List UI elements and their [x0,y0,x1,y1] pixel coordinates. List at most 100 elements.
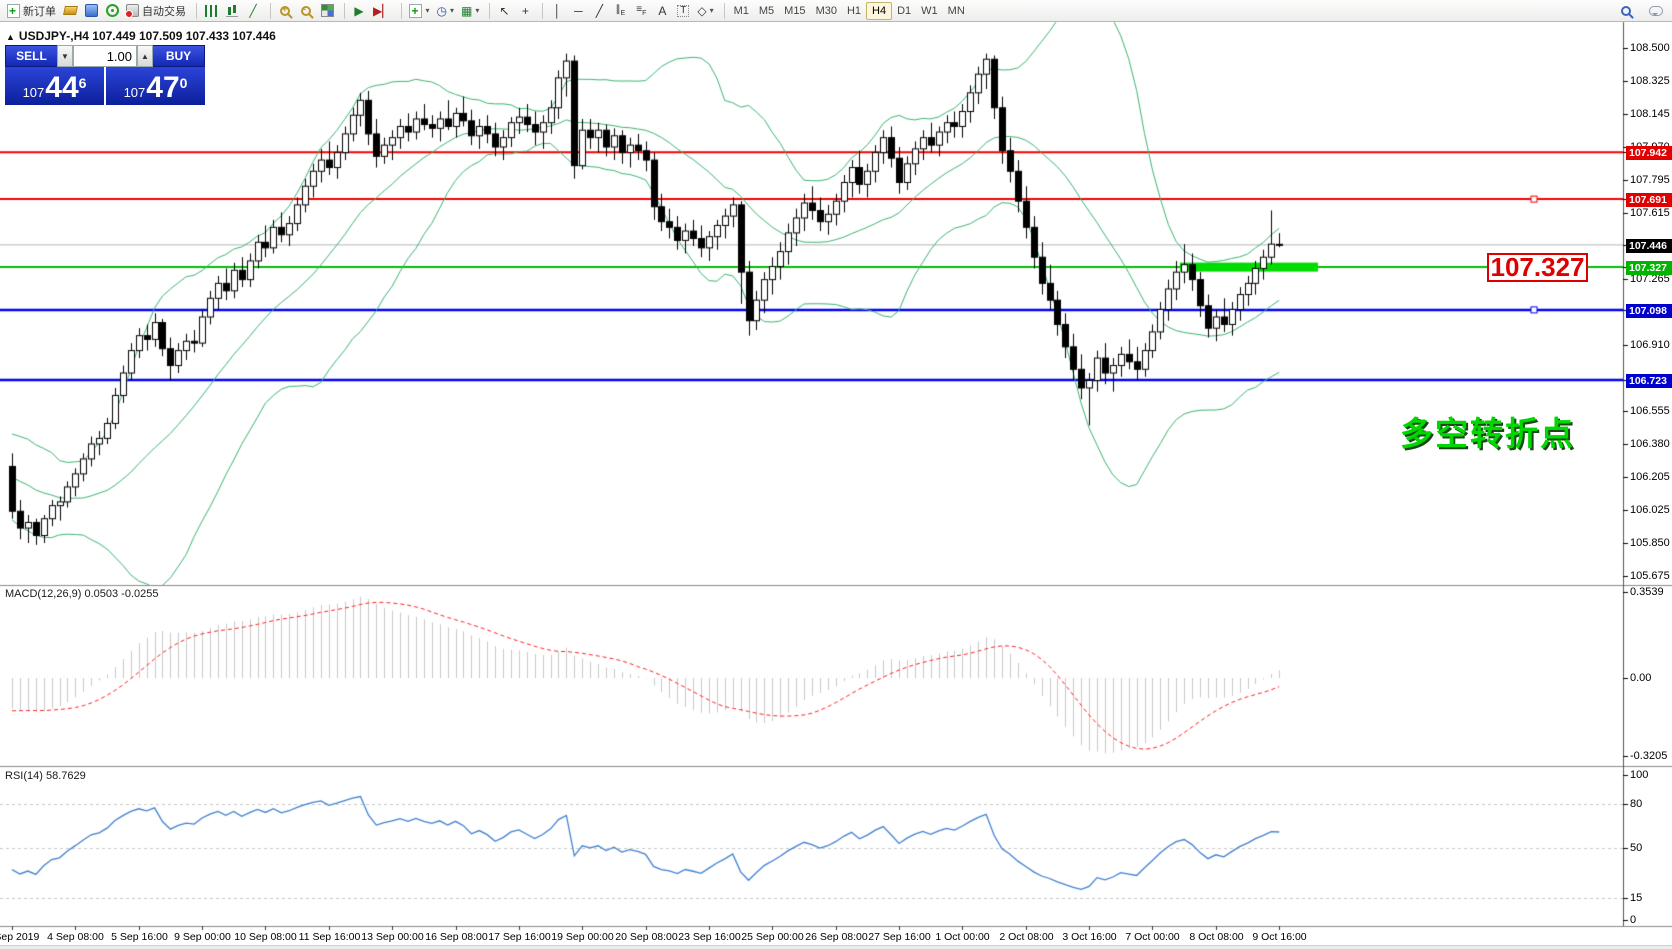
price-annotation-box[interactable]: 107.327 [1487,252,1588,282]
bar-chart-button[interactable] [201,2,221,20]
text-icon: A [658,3,667,18]
fibonacci-button[interactable]: ≡F [631,2,651,20]
autotrading-icon [125,4,139,18]
timeframe-m30-button[interactable]: M30 [815,4,837,17]
timeframe-m15-button[interactable]: M15 [784,4,806,17]
crosshair-button[interactable]: + [515,2,535,20]
timeframe-w1-button[interactable]: W1 [921,4,938,17]
price-axis-tick-label: 108.325 [1630,75,1670,87]
line-chart-button[interactable]: ╱ [243,2,263,20]
cursor-icon: ↖ [499,3,510,18]
rsi-axis-tick-label: 80 [1630,798,1643,810]
toolbar-separator [265,2,271,19]
indicators-button[interactable]: ▾ [406,2,432,20]
price-axis-tick-label: 107.615 [1630,207,1670,219]
volume-decrease-button[interactable]: ▼ [57,45,73,67]
symbol-header: ▲ USDJPY-,H4 107.449 107.509 107.433 107.… [6,29,276,43]
buy-price-point: 0 [179,75,188,91]
toolbar-separator [537,2,544,19]
time-axis-label: 9 Sep 00:00 [174,931,231,943]
zoom-out-button[interactable]: - [296,2,316,20]
rsi-axis-tick-label: 15 [1630,892,1643,904]
toolbar-separator [339,2,345,19]
autotrading-button[interactable]: 自动交易 [123,2,189,20]
sell-button[interactable]: SELL [5,45,57,67]
time-axis-label: 9 Oct 16:00 [1252,931,1307,943]
arrows-button[interactable]: ◇ ▾ [697,3,714,18]
chat-button[interactable] [1646,2,1666,20]
toolbar-separator [719,2,725,19]
trendline-button[interactable]: ╱ [589,2,609,20]
crosshair-icon: + [521,3,529,18]
arrows-icon: ◇ [697,3,707,18]
time-axis-label: 3 Sep 2019 [0,931,40,943]
macd-indicator-label: MACD(12,26,9) 0.0503 -0.0255 [5,588,159,600]
time-axis-label: 25 Sep 00:00 [741,931,804,943]
timeframe-h4-button[interactable]: H4 [866,1,893,20]
toolbar: 新订单 自动交易 ╱ + - ▶ ▶▏ ▾ ◷▾ ▦▾ ↖ + │ ─ ╱ ∥E… [0,0,1672,22]
timeframe-h1-button[interactable]: H1 [846,4,862,17]
time-axis-label: 26 Sep 08:00 [805,931,868,943]
chart-shift-button[interactable]: ▶▏ [370,2,394,20]
cursor-button[interactable]: ↖ [494,2,514,20]
channel-icon: ∥E [615,3,626,17]
bottom-strip [0,945,1672,949]
template-icon: ▦ [460,3,473,18]
templates-button[interactable]: ▦ ▾ [460,3,480,18]
time-axis-label: 8 Oct 08:00 [1189,931,1244,943]
time-axis-label: 4 Sep 08:00 [47,931,104,943]
indicators-icon [409,3,423,18]
metaeditor-button[interactable] [60,2,80,20]
trendline-icon: ╱ [595,3,603,18]
price-axis-tick-label: 106.555 [1630,405,1670,417]
macd-axis-tick-label: 0.00 [1630,672,1652,684]
auto-scroll-button[interactable]: ▶ [349,2,369,20]
price-axis-tick-label: 106.025 [1630,504,1670,516]
price-axis-chip-label: 107.098 [1626,303,1672,318]
rsi-indicator-label: RSI(14) 58.7629 [5,770,86,782]
new-order-icon [7,3,20,18]
time-axis-label: 2 Oct 08:00 [999,931,1054,943]
one-click-trade-panel: SELL ▼ ▲ BUY 107 44 6 107 47 0 [5,45,205,105]
buy-price[interactable]: 107 47 0 [106,67,205,105]
time-axis-label: 10 Sep 08:00 [234,931,297,943]
search-button[interactable] [1616,2,1636,20]
new-order-button[interactable]: 新订单 [4,2,59,20]
equidistant-channel-button[interactable]: ∥E [610,2,630,20]
sell-price-point: 6 [78,75,87,91]
candlestick-chart-button[interactable] [222,2,242,20]
tile-windows-button[interactable] [317,2,337,20]
timeframe-d1-button[interactable]: D1 [897,4,912,17]
collapse-arrow-icon[interactable]: ▲ [6,32,15,42]
timeframe-m5-button[interactable]: M5 [758,4,775,17]
timeframe-m1-button[interactable]: M1 [733,4,749,17]
toolbar-separator [191,2,197,19]
toolbar-separator [396,2,403,19]
time-axis-label: 27 Sep 16:00 [868,931,931,943]
text-button[interactable]: A [652,2,672,20]
signals-button[interactable] [102,2,122,20]
time-axis-label: 5 Sep 16:00 [111,931,168,943]
vertical-line-button[interactable]: │ [547,2,567,20]
price-axis-chip-label: 106.723 [1626,373,1672,388]
turning-point-annotation[interactable]: 多空转折点 [1400,415,1575,452]
zoom-out-icon: - [301,4,311,16]
volume-increase-button[interactable]: ▲ [137,45,153,67]
terminal-button[interactable] [81,2,101,20]
zoom-in-button[interactable]: + [275,2,295,20]
volume-input[interactable] [73,45,137,67]
horizontal-line-button[interactable]: ─ [568,2,588,20]
buy-price-pips: 47 [146,71,180,104]
label-button[interactable]: T [673,2,693,20]
macd-axis-tick-label: 0.3539 [1630,586,1664,598]
price-axis-tick-label: 107.265 [1630,273,1670,285]
label-icon: T [677,4,690,17]
sell-price[interactable]: 107 44 6 [5,67,104,105]
candlestick-chart-icon [226,4,238,17]
timeframe-mn-button[interactable]: MN [947,4,965,17]
buy-button[interactable]: BUY [153,45,205,67]
buy-price-figure: 107 [123,85,146,100]
price-axis-chip-label: 107.691 [1626,192,1672,207]
periods-button[interactable]: ◷ ▾ [436,3,454,18]
